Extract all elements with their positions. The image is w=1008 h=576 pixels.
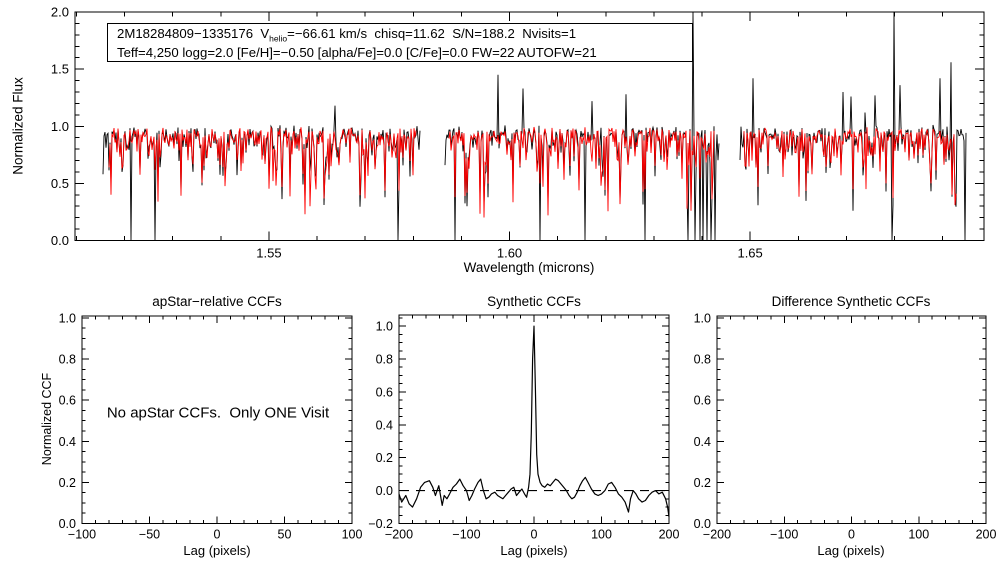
target-velocity-line: 2M18284809−1335176 Vhelio=−66.61 km/s ch… [117,26,692,46]
x-tick-label: −200 [703,528,731,542]
y-tick-label: 0.6 [376,385,393,399]
model-spectrum-path [743,127,957,206]
x-tick-label: 0 [214,528,221,542]
y-tick-label: 0.0 [59,517,76,531]
y-tick-label: 1.0 [59,311,76,325]
x-tick-label: 50 [278,528,292,542]
y-tick-label: 1.0 [694,311,711,325]
y-tick-label: 0.8 [59,353,76,367]
x-tick-label: 0 [848,528,855,542]
y-tick-label: 1.0 [51,119,69,134]
x-tick-label: −100 [68,528,96,542]
x-tick-label: 0 [531,528,538,542]
observed-spectrum-path [102,105,421,241]
y-tick-label: −0.2 [368,517,393,531]
spectrum-traces [102,11,967,241]
spectrum-info-box: 2M18284809−1335176 Vhelio=−66.61 km/s ch… [107,23,693,62]
synthetic-ccf-title: Synthetic CCFs [487,294,581,309]
x-tick-label: 200 [976,528,997,542]
vhelio-subscript: helio [269,33,288,44]
observed-spectrum-path [739,11,967,241]
no-ccf-message: No apStar CCFs. Only ONE Visit [106,404,330,422]
y-tick-label: 0.6 [59,394,76,408]
x-tick-label: 1.55 [256,246,281,261]
y-tick-label: 1.0 [376,320,393,334]
x-tick-label: −200 [385,528,413,542]
model-spectrum-path [448,126,715,218]
x-tick-label: 1.60 [497,246,522,261]
y-tick-label: 0.2 [376,451,393,465]
panel-difference-synthetic-ccf: −200 −100 0 100 200 0.0 0.2 0.4 0.6 0.8 1.0 [694,311,997,541]
y-tick-label: 0.0 [376,484,393,498]
y-tick-label: 0.2 [59,476,76,490]
y-tick-label: 1.5 [51,62,69,77]
y-tick-label: 0.8 [376,353,393,367]
difference-ccf-title: Difference Synthetic CCFs [771,294,931,309]
y-tick-label: 0.0 [51,233,69,248]
lag-axis-label-2: Lag (pixels) [500,543,568,558]
panel-combined-spectrum: 1.55 1.60 1.65 0.0 0.5 1.0 1.5 2.0 [51,5,985,261]
y-tick-label: 0.6 [694,394,711,408]
target-id-text: 2M18284809−1335176 V [117,26,270,41]
panel-apstar-relative-ccf: −100 −50 0 50 100 0.0 0.2 0.4 0.6 0.8 1.0 [59,311,363,541]
panel-synthetic-ccf: −200 −100 0 100 200 −0.2 0.0 0.2 0.4 0.6 0.8 1.0 [368,314,680,542]
ccf-curve-path [398,325,670,517]
y-tick-label: 0.4 [59,435,76,449]
y-tick-label: 0.4 [694,435,711,449]
x-tick-label: −100 [452,528,480,542]
flux-axis-label: Normalized Flux [10,77,26,175]
model-spectrum-path [108,127,417,215]
y-tick-label: 0.5 [51,176,69,191]
y-tick-label: 0.2 [694,476,711,490]
ccf-axis-label: Normalized CCF [40,372,54,466]
wavelength-axis-label: Wavelength (microns) [463,260,595,275]
x-tick-label: 100 [591,528,612,542]
x-tick-label: −50 [139,528,160,542]
x-tick-label: 200 [659,528,680,542]
x-tick-label: 1.65 [737,246,762,261]
x-tick-label: 100 [908,528,929,542]
y-tick-label: 0.8 [694,353,711,367]
x-tick-label: 100 [342,528,363,542]
x-tick-label: −100 [770,528,798,542]
y-tick-label: 0.4 [376,418,393,432]
axes-frame [716,315,987,525]
y-tick-label: 2.0 [51,5,69,20]
apstar-ccf-title: apStar−relative CCFs [152,294,282,309]
stellar-params-line: Teff=4,250 logg=2.0 [Fe/H]=−0.50 [alpha/… [117,45,597,61]
velocity-stats-text: =−66.61 km/s chisq=11.62 S/N=188.2 Nvisi… [287,26,577,41]
lag-axis-label-3: Lag (pixels) [817,543,885,558]
lag-axis-label-1: Lag (pixels) [183,543,251,558]
y-tick-label: 0.0 [694,517,711,531]
